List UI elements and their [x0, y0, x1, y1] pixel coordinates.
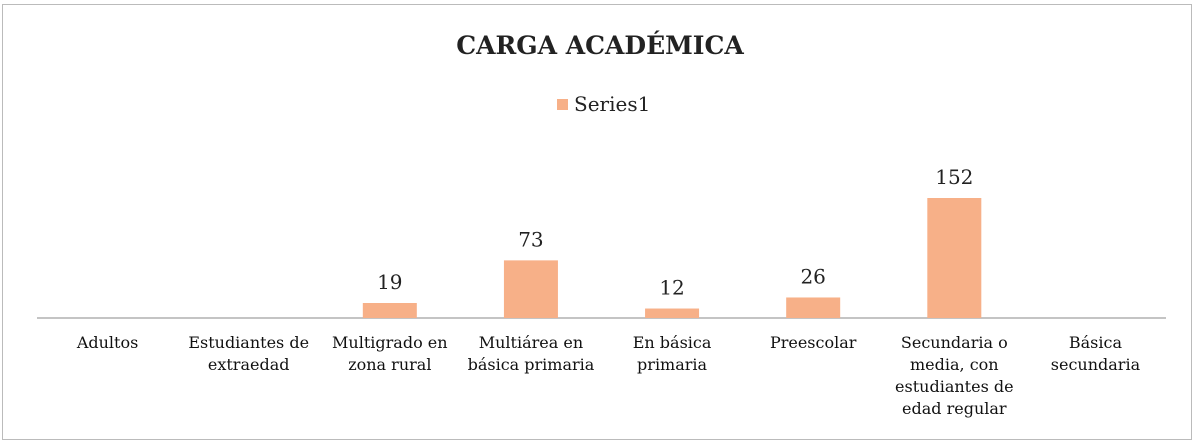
- x-tick-label: Adultos: [76, 333, 139, 352]
- bar: [786, 297, 841, 318]
- data-label: 73: [518, 227, 543, 251]
- legend-swatch: [557, 99, 568, 110]
- x-tick-label: Estudiantes de extraedad: [188, 333, 310, 374]
- chart-frame: [2, 4, 1192, 440]
- x-tick-label: Multigrado en zona rural: [332, 333, 448, 374]
- x-tick-label: Multiárea en básica primaria: [467, 333, 595, 374]
- bar: [362, 303, 417, 318]
- legend-label: Series1: [574, 92, 650, 116]
- data-label: 26: [800, 264, 825, 288]
- x-tick-label: Secundaria o media, con estudiantes de e…: [895, 333, 1014, 418]
- data-label: 19: [377, 270, 402, 294]
- x-tick-label: Básica secundaria: [1050, 333, 1141, 374]
- data-label: 12: [659, 276, 684, 300]
- x-tick-label: En básica primaria: [632, 333, 712, 374]
- chart-title: CARGA ACADÉMICA: [456, 31, 744, 60]
- x-tick-label: Preescolar: [769, 333, 857, 352]
- bar: [927, 198, 982, 318]
- bar: [503, 260, 558, 318]
- bar: [645, 308, 700, 318]
- data-label: 152: [935, 165, 973, 189]
